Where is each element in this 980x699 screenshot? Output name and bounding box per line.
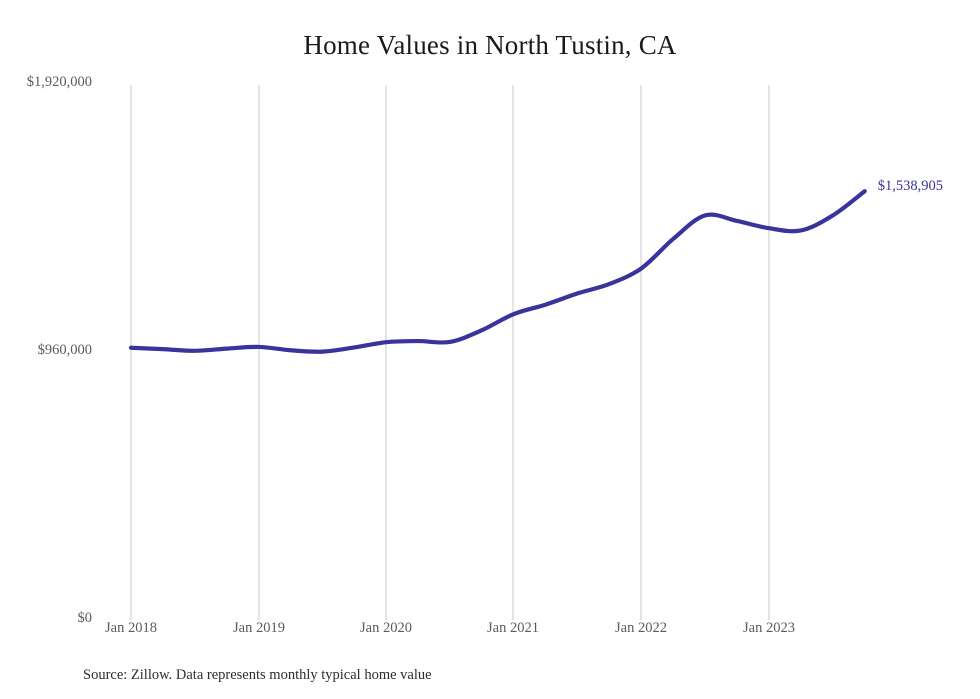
end-value-annotation: $1,538,905 [877, 178, 943, 195]
source-footnote: Source: Zillow. Data represents monthly … [83, 667, 432, 683]
x-axis-tick-jan-2021: Jan 2021 [487, 620, 539, 636]
y-axis-tick-zero: $0 [77, 610, 93, 626]
line-series-typical-home-value [128, 189, 867, 354]
x-axis-tick-jan-2019: Jan 2019 [233, 620, 285, 636]
x-axis-tick-jan-2022: Jan 2022 [615, 620, 667, 636]
x-axis-tick-jan-2018: Jan 2018 [105, 620, 157, 636]
chart-title: Home Values in North Tustin, CA [303, 30, 677, 60]
x-axis-tick-jan-2020: Jan 2020 [360, 620, 412, 636]
x-axis-tick-jan-2023: Jan 2023 [743, 620, 795, 636]
gridlines [130, 85, 770, 620]
y-axis-tick-mid: $960,000 [37, 342, 92, 358]
y-axis-tick-max: $1,920,000 [26, 74, 92, 90]
